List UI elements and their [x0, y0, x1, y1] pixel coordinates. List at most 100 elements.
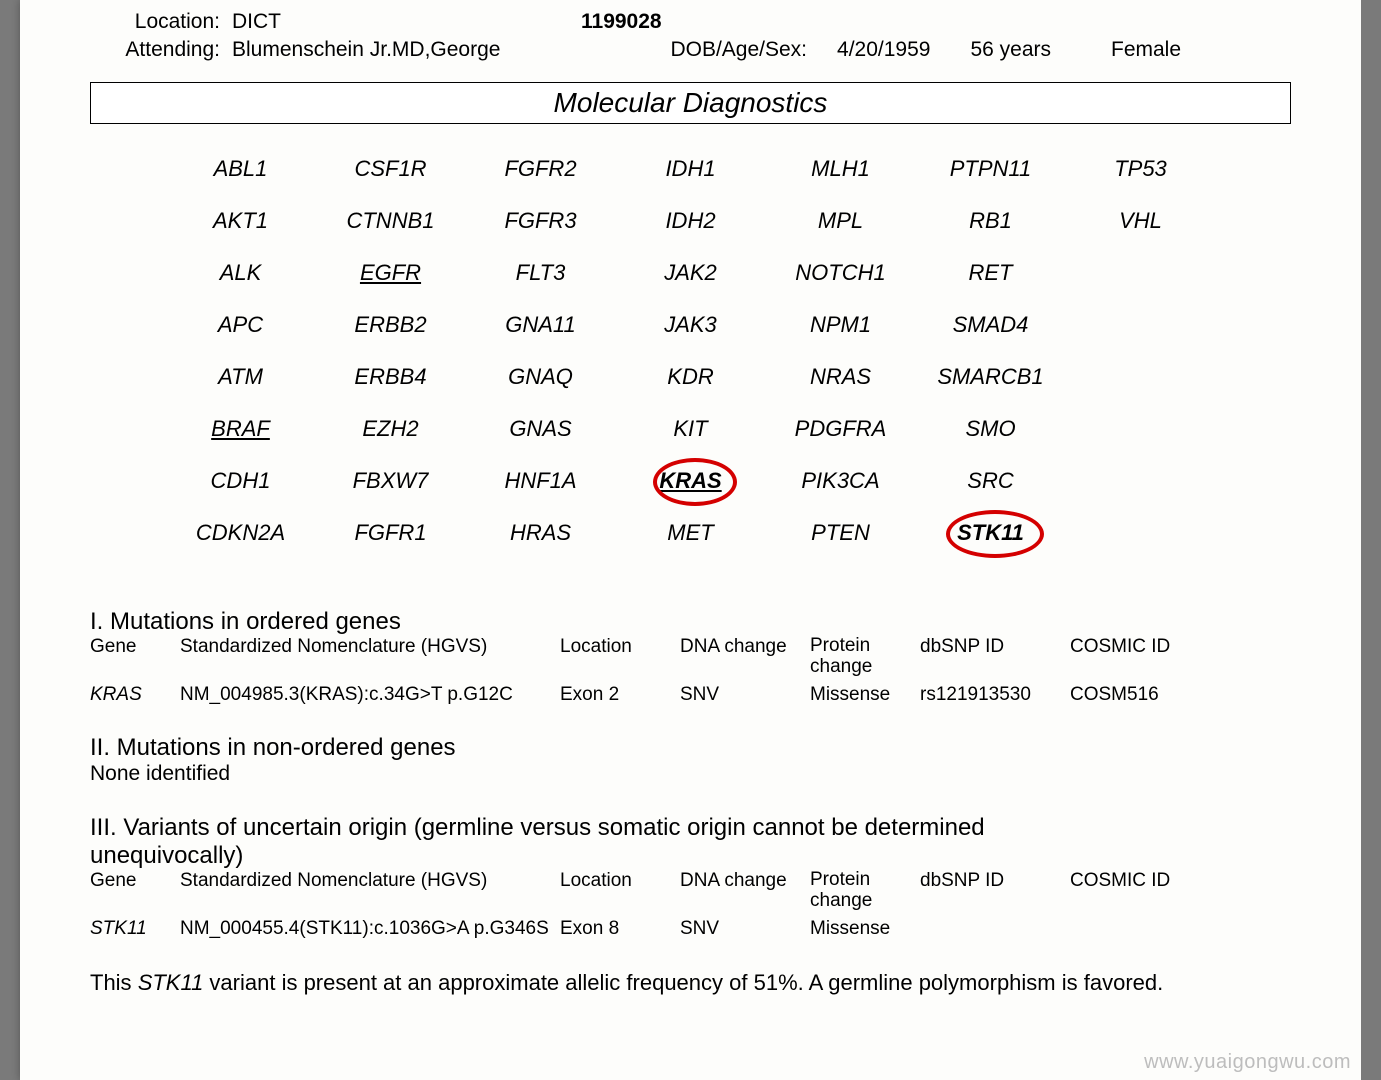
gene-label: TP53 [1114, 156, 1167, 182]
gene-cell: VHL [1066, 206, 1216, 236]
gene-label: FGFR2 [504, 156, 576, 182]
gene-cell: APC [166, 310, 316, 340]
table-cell [1070, 918, 1190, 940]
gene-label: CSF1R [354, 156, 426, 182]
gene-cell: NPM1 [766, 310, 916, 340]
gene-cell: SMAD4 [916, 310, 1066, 340]
gene-label: KDR [667, 364, 713, 390]
gene-panel-grid: ABL1 CSF1R FGFR2 IDH1 MLH1 PTPN11 TP53 AKT1 CTNN… [166, 154, 1216, 548]
gene-cell: KIT [616, 414, 766, 444]
gene-cell: JAK3 [616, 310, 766, 340]
gene-label: STK11 [957, 520, 1024, 546]
gene-cell: IDH1 [616, 154, 766, 184]
gene-cell: IDH2 [616, 206, 766, 236]
section-1-title: I. Mutations in ordered genes [90, 608, 1291, 636]
gene-cell: ERBB2 [316, 310, 466, 340]
table-cell [920, 918, 1070, 940]
gene-cell: EGFR [316, 258, 466, 288]
gene-label: NOTCH1 [795, 260, 885, 286]
gene-label: HRAS [510, 520, 571, 546]
table-header: DNA change [680, 636, 810, 678]
age-value: 56 years [970, 38, 1051, 62]
gene-cell: ERBB4 [316, 362, 466, 392]
table-cell: Exon 8 [560, 918, 680, 940]
gene-label: ATM [218, 364, 263, 390]
patient-id: 1199028 [581, 10, 662, 34]
gene-cell: ALK [166, 258, 316, 288]
gene-cell: GNAS [466, 414, 616, 444]
location-value: DICT [232, 10, 281, 34]
gene-label: IDH2 [665, 208, 715, 234]
gene-label: MET [667, 520, 713, 546]
table-header: COSMIC ID [1070, 870, 1190, 912]
table-header: DNA change [680, 870, 810, 912]
table-cell: rs121913530 [920, 684, 1070, 706]
footer-note: This STK11 variant is present at an appr… [90, 970, 1291, 996]
gene-cell: PTPN11 [916, 154, 1066, 184]
gene-cell: BRAF [166, 414, 316, 444]
section-title: Molecular Diagnostics [90, 82, 1291, 124]
gene-label: BRAF [211, 416, 270, 442]
gene-label: MPL [818, 208, 863, 234]
gene-label: ALK [220, 260, 262, 286]
gene-cell: FGFR2 [466, 154, 616, 184]
gene-cell [1066, 362, 1216, 392]
gene-cell [1066, 518, 1216, 548]
document-page: Location: DICT 1199028 Attending: Blumen… [20, 0, 1361, 1080]
gene-label: GNA11 [505, 312, 576, 338]
gene-label: FGFR1 [354, 520, 426, 546]
gene-label: IDH1 [665, 156, 715, 182]
gene-cell: RET [916, 258, 1066, 288]
gene-label: SMAD4 [953, 312, 1029, 338]
gene-label: GNAQ [508, 364, 573, 390]
table-header: Proteinchange [810, 870, 920, 912]
gene-label: CDH1 [211, 468, 271, 494]
table-cell: COSM516 [1070, 684, 1190, 706]
table-header: Standardized Nomenclature (HGVS) [180, 636, 560, 678]
table-cell: Missense [810, 684, 920, 706]
gene-label: APC [218, 312, 263, 338]
gene-label: MLH1 [811, 156, 870, 182]
gene-cell: SRC [916, 466, 1066, 496]
section-2-body: None identified [90, 762, 1291, 786]
gene-label: ABL1 [214, 156, 268, 182]
mutation-table-3: GeneStandardized Nomenclature (HGVS)Loca… [90, 870, 1291, 940]
gene-label: FGFR3 [504, 208, 576, 234]
table-cell: SNV [680, 918, 810, 940]
gene-cell: TP53 [1066, 154, 1216, 184]
gene-label: CDKN2A [196, 520, 285, 546]
gene-cell: SMARCB1 [916, 362, 1066, 392]
gene-cell: HNF1A [466, 466, 616, 496]
sex-value: Female [1111, 38, 1181, 62]
gene-cell [1066, 466, 1216, 496]
watermark: www.yuaigongwu.com [1144, 1051, 1351, 1074]
gene-label: ERBB2 [354, 312, 426, 338]
table-cell: NM_000455.4(STK11):c.1036G>A p.G346S [180, 918, 560, 940]
table-header: Gene [90, 870, 180, 912]
gene-cell: MPL [766, 206, 916, 236]
results-sections: I. Mutations in ordered genes GeneStanda… [90, 608, 1291, 940]
gene-cell: PIK3CA [766, 466, 916, 496]
gene-cell: PTEN [766, 518, 916, 548]
table-cell: KRAS [90, 684, 180, 706]
table-header: Location [560, 870, 680, 912]
gene-label: GNAS [509, 416, 571, 442]
gene-cell: JAK2 [616, 258, 766, 288]
gene-cell: ABL1 [166, 154, 316, 184]
gene-label: RET [969, 260, 1013, 286]
gene-label: HNF1A [504, 468, 576, 494]
dob-label: DOB/Age/Sex: [670, 38, 807, 62]
gene-label: FLT3 [516, 260, 566, 286]
gene-cell [1066, 414, 1216, 444]
gene-cell: NRAS [766, 362, 916, 392]
gene-cell: AKT1 [166, 206, 316, 236]
gene-label: PIK3CA [801, 468, 879, 494]
gene-cell: FGFR1 [316, 518, 466, 548]
attending-value: Blumenschein Jr.MD,George [232, 38, 500, 62]
gene-cell: CTNNB1 [316, 206, 466, 236]
gene-label: CTNNB1 [346, 208, 434, 234]
gene-cell [1066, 310, 1216, 340]
gene-label: EGFR [360, 260, 421, 286]
table-cell: SNV [680, 684, 810, 706]
gene-cell: RB1 [916, 206, 1066, 236]
